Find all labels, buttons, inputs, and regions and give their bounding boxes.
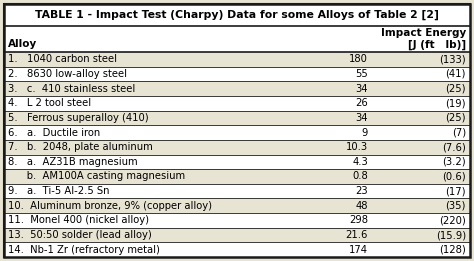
Bar [4,140,470,155]
Text: 0.8: 0.8 [352,171,368,181]
Text: 1.   1040 carbon steel: 1. 1040 carbon steel [8,54,117,64]
Text: (25): (25) [446,84,466,94]
Text: 174: 174 [349,245,368,255]
Text: 298: 298 [349,215,368,226]
Text: 8.   a.  AZ31B magnesium: 8. a. AZ31B magnesium [8,157,137,167]
Text: 21.6: 21.6 [346,230,368,240]
Text: 5.   Ferrous superalloy (410): 5. Ferrous superalloy (410) [8,113,149,123]
Text: 34: 34 [356,84,368,94]
Bar [4,242,470,257]
Text: (128): (128) [439,245,466,255]
Bar [4,228,470,242]
Text: 4.3: 4.3 [352,157,368,167]
Text: (35): (35) [446,201,466,211]
Text: 23: 23 [356,186,368,196]
Text: [J (ft   lb)]: [J (ft lb)] [408,40,466,50]
Bar [4,125,470,140]
Bar [4,52,470,67]
Text: (41): (41) [446,69,466,79]
Bar [4,184,470,198]
Text: (19): (19) [446,98,466,108]
Text: (3.2): (3.2) [442,157,466,167]
Text: 26: 26 [355,98,368,108]
Bar [4,96,470,111]
Text: (7): (7) [452,128,466,138]
Text: (15.9): (15.9) [436,230,466,240]
Text: Impact Energy: Impact Energy [381,28,466,38]
Bar [4,111,470,125]
Bar [4,4,470,26]
Text: Alloy: Alloy [8,39,37,49]
Text: (7.6): (7.6) [442,142,466,152]
Text: 9: 9 [362,128,368,138]
Bar [4,81,470,96]
Text: b.  AM100A casting magnesium: b. AM100A casting magnesium [8,171,185,181]
Text: (0.6): (0.6) [442,171,466,181]
Text: 10.  Aluminum bronze, 9% (copper alloy): 10. Aluminum bronze, 9% (copper alloy) [8,201,212,211]
Text: 10.3: 10.3 [346,142,368,152]
Text: 9.   a.  Ti-5 Al-2.5 Sn: 9. a. Ti-5 Al-2.5 Sn [8,186,109,196]
Bar [4,26,470,52]
Text: 2.   8630 low-alloy steel: 2. 8630 low-alloy steel [8,69,127,79]
Text: 48: 48 [356,201,368,211]
Text: (17): (17) [446,186,466,196]
Text: (25): (25) [446,113,466,123]
Bar [4,67,470,81]
Text: 34: 34 [356,113,368,123]
Bar [4,169,470,184]
Text: (133): (133) [439,54,466,64]
Text: 11.  Monel 400 (nickel alloy): 11. Monel 400 (nickel alloy) [8,215,149,226]
Text: 14.  Nb-1 Zr (refractory metal): 14. Nb-1 Zr (refractory metal) [8,245,160,255]
Bar [4,213,470,228]
Text: 6.   a.  Ductile iron: 6. a. Ductile iron [8,128,100,138]
Text: 7.   b.  2048, plate aluminum: 7. b. 2048, plate aluminum [8,142,153,152]
Bar [4,155,470,169]
Bar [4,198,470,213]
Text: (220): (220) [439,215,466,226]
Text: 4.   L 2 tool steel: 4. L 2 tool steel [8,98,91,108]
Text: 55: 55 [355,69,368,79]
Text: 3.   c.  410 stainless steel: 3. c. 410 stainless steel [8,84,135,94]
Text: 13.  50:50 solder (lead alloy): 13. 50:50 solder (lead alloy) [8,230,152,240]
Text: 180: 180 [349,54,368,64]
Text: TABLE 1 - Impact Test (Charpy) Data for some Alloys of Table 2 [2]: TABLE 1 - Impact Test (Charpy) Data for … [35,10,439,20]
